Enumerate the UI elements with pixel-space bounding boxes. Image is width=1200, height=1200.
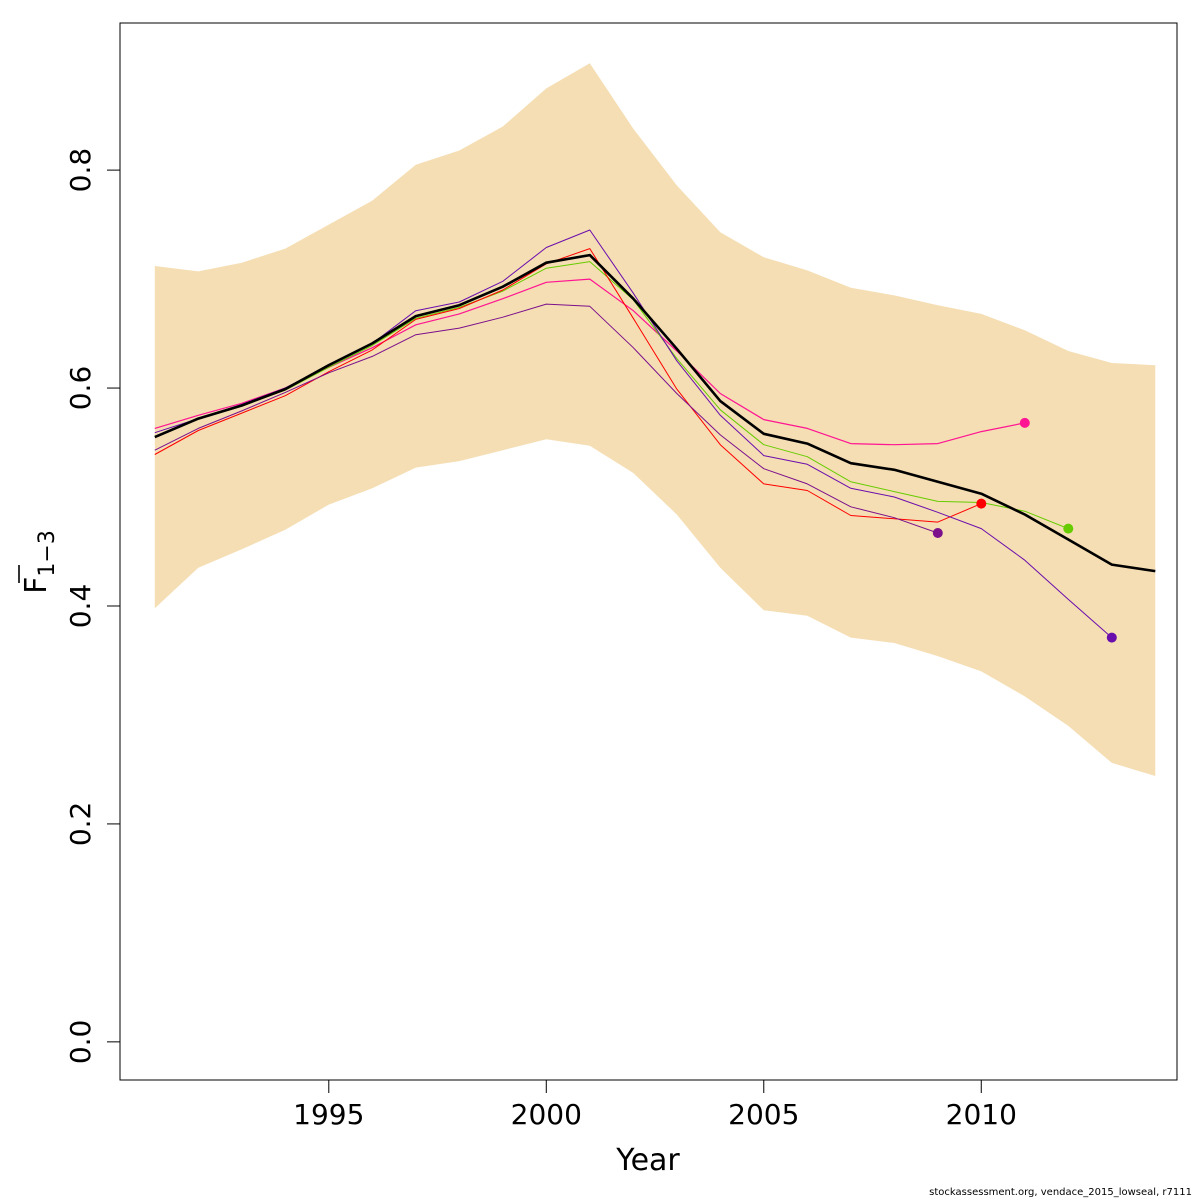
x-tick-label: 2005 bbox=[728, 1098, 799, 1131]
series-line-3 bbox=[154, 248, 982, 523]
y-tick-label: 0.8 bbox=[64, 148, 97, 193]
y-tick-label: 0.6 bbox=[64, 366, 97, 411]
series-lines bbox=[154, 229, 1156, 643]
svg-text:F1−3: F1−3 bbox=[19, 530, 60, 594]
x-axis: 1995 2000 2005 2010 bbox=[293, 1079, 1017, 1131]
y-tick-label: 0.2 bbox=[64, 802, 97, 847]
y-tick-label: 0.0 bbox=[64, 1020, 97, 1065]
y-axis-title-main: F bbox=[19, 577, 54, 594]
series-line-4 bbox=[154, 303, 938, 534]
y-axis-title: F1−3 bbox=[18, 530, 60, 594]
series-line-2 bbox=[154, 261, 1069, 530]
confidence-band bbox=[154, 63, 1156, 777]
series-endpoint-4 bbox=[932, 528, 943, 538]
y-axis: 0.0 0.2 0.4 0.6 0.8 bbox=[64, 148, 121, 1065]
series-endpoint-3 bbox=[976, 498, 987, 509]
x-tick-label: 1995 bbox=[293, 1098, 364, 1131]
y-tick-label: 0.4 bbox=[64, 584, 97, 629]
confidence-band-area bbox=[154, 63, 1156, 777]
series-endpoint-5 bbox=[1106, 632, 1117, 643]
credit-text: stockassessment.org, vendace_2015_lowsea… bbox=[929, 1187, 1192, 1198]
x-tick-label: 2010 bbox=[946, 1098, 1017, 1131]
series-endpoint-2 bbox=[1063, 523, 1074, 534]
x-axis-title: Year bbox=[615, 1143, 680, 1178]
series-line-0 bbox=[154, 253, 1156, 573]
series-endpoint-1 bbox=[1019, 417, 1030, 428]
x-tick-label: 2000 bbox=[511, 1098, 582, 1131]
y-axis-title-subscript: 1−3 bbox=[35, 530, 60, 576]
